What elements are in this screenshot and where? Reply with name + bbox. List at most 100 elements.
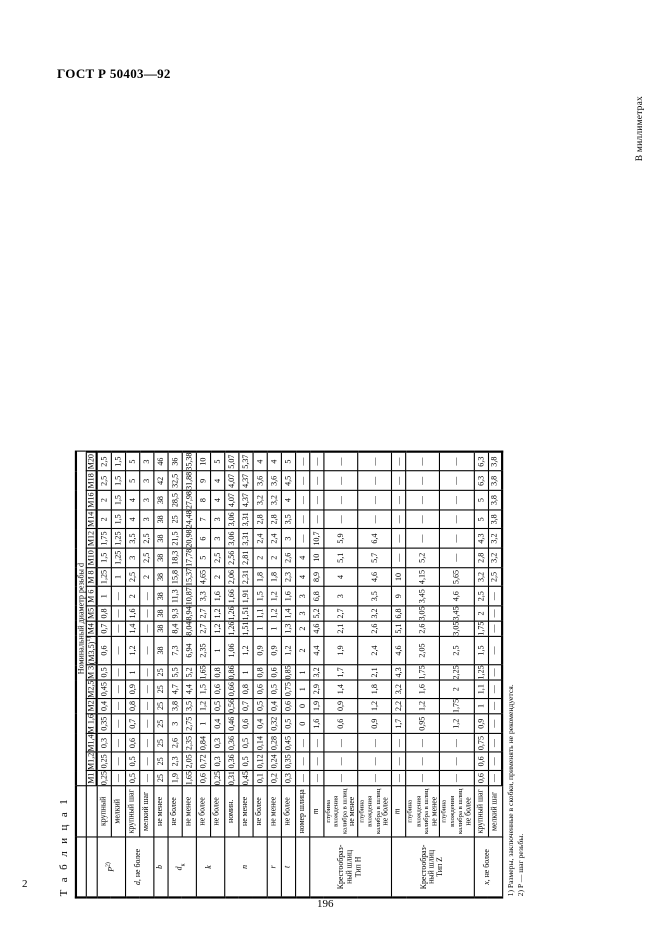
cell-5-1-15: 4,37 [237,490,253,510]
cell-1-0-0: 0,5 [124,770,139,786]
cell-11-1-7: — [487,636,502,665]
cell-3-1-2: 2,35 [181,733,196,753]
cell-3-1-14: 24,48 [181,509,196,529]
cell-4-1-8: 1,2 [209,621,224,637]
cell-1-0-6: 1 [124,664,139,681]
cell-11-1-2: — [487,733,502,753]
cell-3-0-6: 5,5 [167,664,182,681]
cell-5-2-14: 2,8 [252,509,267,529]
cell-2-0-16: 42 [152,471,167,491]
cell-9-2-11: 4,6 [356,567,391,587]
cell-0-1-5: — [110,680,125,699]
cell-4-1-1: 0,3 [209,752,224,771]
cell-0-1-12: 1,25 [110,548,125,568]
cell-9-1-3: 0,6 [322,713,357,734]
cell-9-0-8: 4,6 [308,621,323,637]
column-header-3: М 1,6 [85,713,97,734]
cell-7-0-13: 3 [280,528,295,549]
cell-11-0-0: 0,6 [473,770,488,786]
cell-7-0-1: 0,35 [280,752,295,771]
table-row: P2) крупный 0,25 0,25 0,3 0,35 0,4 0,45 0,5 0,6 0,… [96,451,125,898]
cell-1-0-4: 0,8 [124,698,139,714]
cell-9-2-13: 6,4 [356,528,391,549]
cell-11-0-8: 1,75 [473,621,488,637]
cell-8-0-8: 2 [294,621,309,637]
cell-0-1-11: 1 [110,567,125,587]
cell-11-1-14: 3,8 [487,509,502,529]
cell-5-0-6: 0,86 [223,664,238,681]
cell-11-0-7: 1,5 [473,636,488,665]
cell-4-0-7: 2,35 [195,636,210,665]
cell-7-0-3: 0,5 [280,713,295,734]
cell-4-0-3: 1 [195,713,210,734]
cell-4-1-16: 4 [209,471,224,491]
cell-0-0-9: 0,8 [96,605,111,622]
cell-11-0-17: 6,3 [473,451,488,472]
cell-3-1-13: 20,98 [181,528,196,549]
cell-3-0-14: 25 [167,509,182,529]
cell-10-2-9: 3,45 [439,605,474,622]
cell-4-0-8: 2,7 [195,621,210,637]
cell-4-1-15: 4 [209,490,224,510]
row-sub-label: глубина вхождения калибра в шлиц не менее [322,785,357,837]
column-header-5: М2,5 [85,680,97,699]
cell-1-1-11: 2 [138,567,153,587]
cell-0-0-1: 0,25 [96,752,111,771]
cell-10-0-8: 5,1 [390,621,406,637]
cell-4-1-4: 0,5 [209,698,224,714]
cell-11-0-3: 0,9 [473,713,488,734]
cell-0-0-15: 2 [96,490,111,510]
cell-5-2-3: 0,4 [252,713,267,734]
cell-9-2-15: — [356,490,391,510]
cell-1-0-14: 4 [124,509,139,529]
cell-8-0-12: 4 [294,548,309,568]
column-header-14: М14 [85,509,97,529]
cell-5-0-2: 0,36 [223,733,238,753]
cell-11-0-1: 0,6 [473,752,488,771]
cell-1-0-9: 1,6 [124,605,139,622]
units-note: В миллиметрах [635,96,645,162]
row-sub-label: крупный [96,785,111,837]
table-row: b не менее 25 25 25 25 25 25 25 38 38 38 38 38 38 38 38 3… [152,451,167,898]
cell-11-0-5: 1,1 [473,680,488,699]
cell-8-0-3: 0 [294,713,309,734]
cell-10-2-7: 2,5 [439,636,474,665]
cell-1-1-6: — [138,664,153,681]
row-sub-label: крупный шаг [473,785,488,837]
page-number-left: 2 [22,878,28,890]
cell-9-1-13: 5,9 [322,528,357,549]
cell-5-1-2: 0,5 [237,733,253,753]
cell-8-0-13: — [294,528,309,549]
cell-5-2-11: 1,8 [252,567,267,587]
cell-0-1-16: 1,5 [110,471,125,491]
cell-0-1-17: 1,5 [110,451,125,472]
cell-6-0-9: 1,2 [266,605,281,622]
cell-1-1-14: 3 [138,509,153,529]
table-row: номер шлица — — —0 0 1 1 2 2 3 3 4 4— — — — — [294,451,309,898]
row-sub-label: m [390,785,406,837]
cell-5-2-10: 1,5 [252,586,267,606]
cell-10-1-17: — [405,451,440,472]
cell-10-1-2: — [405,733,440,753]
cell-1-1-4: — [138,698,153,714]
cell-8-0-15: — [294,490,309,510]
cell-6-0-0: 0,2 [266,770,281,786]
cell-9-0-9: 5,2 [308,605,323,622]
row-group-label-10: Крестообраз-ный шлиц Тип Z [390,836,474,898]
row-sub-label: не менее [237,785,253,837]
cell-3-1-1: 2,05 [181,752,196,771]
cell-9-1-8: 2,1 [322,621,357,637]
table-row: d, не более крупный шаг 0,5 0,5 0,6 0,7 0,8 0,9… [124,451,153,898]
cell-0-0-0: 0,25 [96,770,111,786]
cell-9-2-5: 1,8 [356,680,391,699]
cell-4-1-6: 0,8 [209,664,224,681]
cell-9-0-11: 8,9 [308,567,323,587]
cell-7-0-5: 0,75 [280,680,295,699]
cell-9-0-3: 1,6 [308,713,323,734]
cell-9-2-7: 2,4 [356,636,391,665]
cell-0-1-4: — [110,698,125,714]
row-sub-label: не более [167,785,182,837]
cell-10-1-6: 1,75 [405,664,440,681]
cell-10-2-12: — [439,548,474,568]
cell-10-2-3: 1,2 [439,713,474,734]
